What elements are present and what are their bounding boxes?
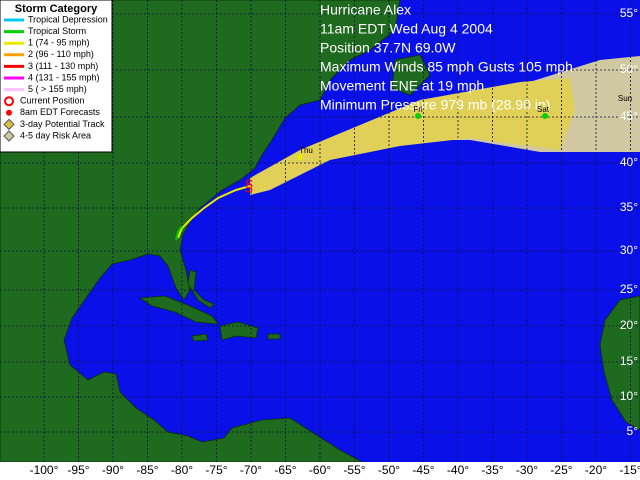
labels: -100° -95° -90° -85° -80° -75° -70° -65° -60° -55… <box>30 6 640 477</box>
africa <box>599 295 640 431</box>
longitude-label: -70° <box>240 463 262 477</box>
legend-label: 1 (74 - 95 mph) <box>28 38 90 48</box>
legend-label: 4 (131 - 155 mph) <box>28 72 100 82</box>
legend-label: 2 (96 - 110 mph) <box>28 49 94 59</box>
legend-label: 5 ( > 155 mph) <box>28 84 87 94</box>
longitude-label: -60° <box>309 463 331 477</box>
legend-title: Storm Category <box>15 3 98 15</box>
longitude-label: -90° <box>102 463 124 477</box>
info-line: Minimum Pressure 979 mb (28.90 in) <box>320 97 550 113</box>
legend-swatch <box>6 109 12 116</box>
storm-track-early <box>175 225 183 241</box>
legend-label: Tropical Storm <box>28 26 86 36</box>
longitude-label: -55° <box>343 463 365 477</box>
latitude-label: 40° <box>620 155 638 169</box>
legend-label: 3 (111 - 130 mph) <box>28 61 98 71</box>
legend-swatch <box>3 118 15 131</box>
longitude-label: -15° <box>619 463 640 477</box>
legend-swatch <box>4 96 14 107</box>
hispaniola <box>219 321 259 341</box>
legend-label: 4-5 day Risk Area <box>20 130 91 140</box>
longitude-label: -35° <box>481 463 503 477</box>
latitude-label: 10° <box>620 389 638 403</box>
storm-info: Hurricane Alex 11am EDT Wed Aug 4 2004 Pos… <box>320 2 573 113</box>
storm-track <box>177 185 251 239</box>
forecast-point <box>297 154 303 160</box>
longitude-label: -85° <box>136 463 158 477</box>
info-line: Movement ENE at 19 mph <box>320 78 484 94</box>
forecast-label: Fri <box>413 105 423 114</box>
longitude-label: -95° <box>67 463 89 477</box>
latitude-label: 45° <box>620 109 638 123</box>
legend-box <box>0 0 113 153</box>
longitude-label: -80° <box>171 463 193 477</box>
legend-swatch <box>3 130 15 142</box>
forecast-label: Sat <box>537 105 550 114</box>
graticule <box>0 0 640 462</box>
newfoundland <box>391 54 431 96</box>
jamaica <box>191 333 209 342</box>
latitude-label: 50° <box>620 62 638 76</box>
info-line: Hurricane Alex <box>320 2 411 18</box>
cuba <box>138 295 219 325</box>
legend-label: 3-day Potential Track <box>20 119 105 129</box>
longitude-label: -40° <box>447 463 469 477</box>
forecast-label: Thu <box>299 146 313 155</box>
latitude-label: 55° <box>620 6 638 20</box>
legend-label: Current Position <box>20 96 85 106</box>
longitude-label: -30° <box>516 463 538 477</box>
legend-label: 8am EDT Forecasts <box>20 107 100 117</box>
legend-items: Tropical Depression Tropical Storm 1 (74 -… <box>3 14 108 142</box>
potential-track <box>250 78 575 195</box>
longitude-label: -75° <box>205 463 227 477</box>
puerto-rico <box>267 333 281 340</box>
current-position: § <box>245 178 254 195</box>
longitude-label: -100° <box>30 463 59 477</box>
latitude-label: 5° <box>627 424 639 438</box>
legend-label: Tropical Depression <box>28 14 108 24</box>
info-line: Maximum Winds 85 mph Gusts 105 mph <box>320 59 573 75</box>
info-line: Position 37.7N 69.0W <box>320 40 456 56</box>
longitude-label: -50° <box>378 463 400 477</box>
axis-strip <box>0 462 640 480</box>
forecast-point <box>542 113 548 119</box>
longitude-label: -65° <box>274 463 296 477</box>
longitude-label: -25° <box>550 463 572 477</box>
bahamas <box>187 269 215 309</box>
latitude-label: 35° <box>620 200 638 214</box>
latitude-label: 20° <box>620 318 638 332</box>
forecast-label: Sun <box>618 94 632 103</box>
latitude-label: 30° <box>620 243 638 257</box>
longitude-label: -45° <box>412 463 434 477</box>
latitude-label: 15° <box>620 354 638 368</box>
longitude-label: -20° <box>585 463 607 477</box>
info-line: 11am EDT Wed Aug 4 2004 <box>320 21 493 37</box>
forecast-point <box>415 113 421 119</box>
latitude-label: 25° <box>620 282 638 296</box>
